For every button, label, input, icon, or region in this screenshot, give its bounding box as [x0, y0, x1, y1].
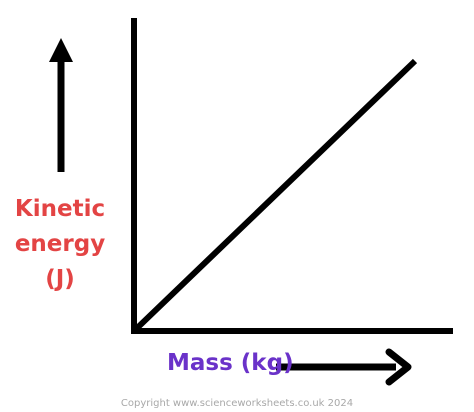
proportional-line	[131, 58, 418, 334]
right-arrow-icon	[276, 348, 412, 386]
y-axis-label-line-1: Kinetic	[14, 196, 106, 222]
y-axis-label-line-2: energy	[14, 231, 106, 257]
x-axis-label: Mass (kg)	[167, 350, 294, 376]
up-arrow-icon	[49, 38, 73, 172]
y-axis-label-line-3: (J)	[45, 266, 75, 292]
copyright-text: Copyright www.scienceworksheets.co.uk 20…	[120, 398, 354, 409]
y-axis-label: Kinetic energy (J)	[0, 192, 120, 297]
